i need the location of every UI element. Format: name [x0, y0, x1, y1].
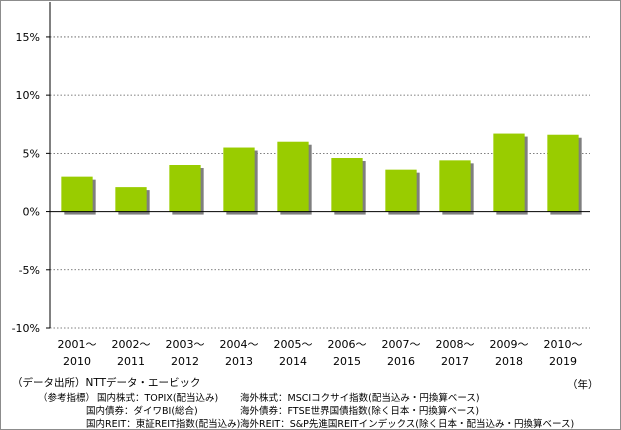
- x-axis-unit-label: （年）: [567, 379, 599, 391]
- x-tick-label: 2005～: [274, 338, 313, 351]
- bar: [223, 147, 255, 212]
- x-tick-label: 2019: [549, 355, 577, 368]
- y-tick-label: 10%: [16, 89, 40, 102]
- bar: [385, 169, 417, 212]
- x-tick-label: 2008～: [436, 338, 475, 351]
- x-tick-label: 2011: [117, 355, 145, 368]
- note-foreign-stock: 海外株式：MSCIコクサイ指数(配当込み・円換算ベース): [240, 393, 480, 404]
- y-tick-label: 0%: [23, 206, 40, 219]
- bar: [439, 160, 471, 212]
- x-tick-label: 2002～: [112, 338, 151, 351]
- x-tick-label: 2007～: [382, 338, 421, 351]
- bar: [115, 187, 147, 212]
- x-tick-label: 2013: [225, 355, 253, 368]
- x-tick-label: 2016: [387, 355, 415, 368]
- bar-chart: -10% -5% 0% 5% 10% 15% 2001～ 2010 2002～ 2011 2003～…: [12, 2, 590, 368]
- x-tick-label: 2012: [171, 355, 199, 368]
- x-tick-label: 2009～: [490, 338, 529, 351]
- x-tick-label: 2018: [495, 355, 523, 368]
- note-domestic-reit: 国内REIT：東証REIT指数(配当込み): [86, 419, 241, 430]
- y-tick-label: 5%: [23, 147, 40, 160]
- y-tick-label: -10%: [12, 322, 40, 335]
- note-reference-label: （参考指標）: [38, 393, 96, 404]
- x-tick-label: 2014: [279, 355, 307, 368]
- x-tick-label: 2010～: [544, 338, 583, 351]
- x-tick-label: 2015: [333, 355, 361, 368]
- y-tick-label: -5%: [19, 264, 40, 277]
- bar: [277, 141, 309, 212]
- y-tick-label: 15%: [16, 31, 40, 44]
- data-source-label: （データ出所）NTTデータ・エービック: [12, 377, 201, 389]
- x-tick-label: 2004～: [220, 338, 259, 351]
- bar: [493, 133, 525, 212]
- note-foreign-bond: 海外債券：FTSE世界国債指数(除く日本・円換算ベース): [240, 406, 480, 417]
- note-domestic-stock: 国内株式：TOPIX(配当込み): [97, 393, 219, 404]
- x-tick-label: 2017: [441, 355, 469, 368]
- note-foreign-reit: 海外REIT：S&P先進国REITインデックス(除く日本・配当込み・円換算ベース…: [240, 419, 575, 430]
- bar: [61, 176, 93, 212]
- bar: [547, 134, 579, 212]
- bar: [169, 165, 201, 212]
- x-tick-label: 2003～: [166, 338, 205, 351]
- x-tick-label: 2001～: [58, 338, 97, 351]
- x-tick-label: 2006～: [328, 338, 367, 351]
- reference-notes: （参考指標） 国内株式：TOPIX(配当込み) 国内債券：ダイワBI(総合) 国…: [0, 390, 621, 430]
- bar: [331, 158, 363, 212]
- x-tick-label: 2010: [63, 355, 91, 368]
- note-domestic-bond: 国内債券：ダイワBI(総合): [86, 406, 198, 417]
